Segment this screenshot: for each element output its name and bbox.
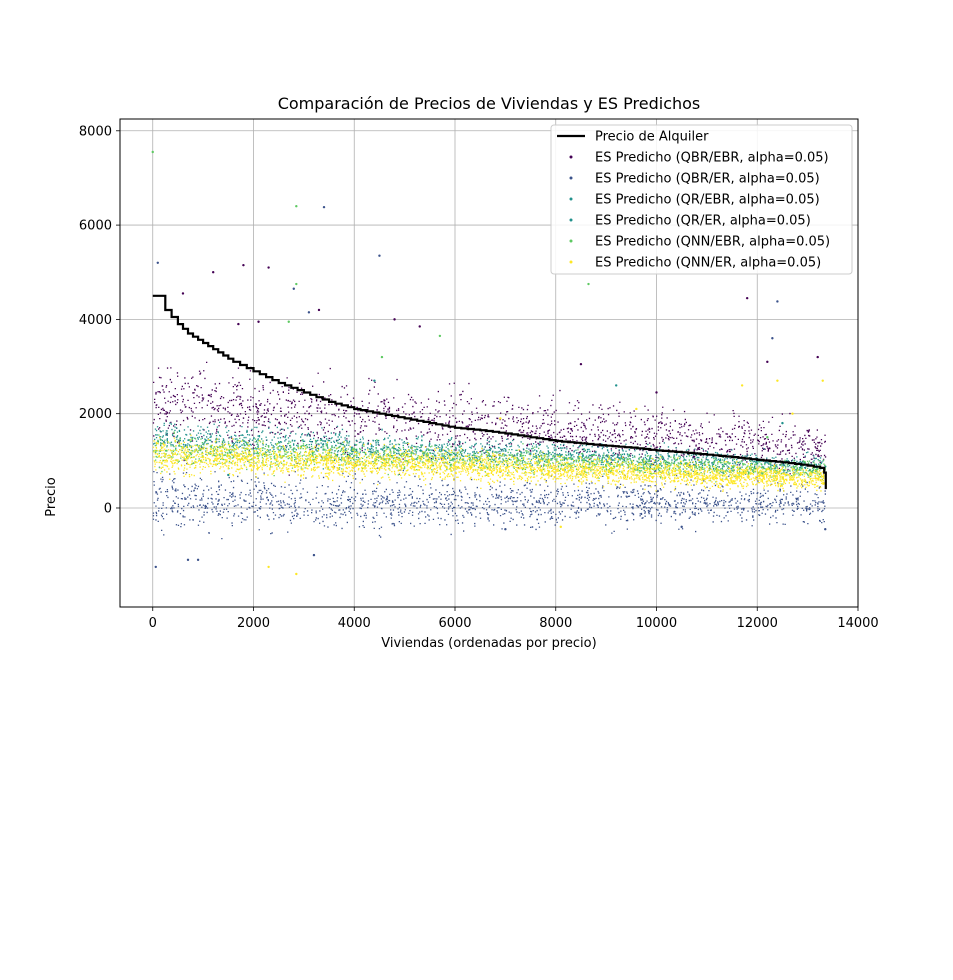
outlier-point <box>295 205 298 208</box>
x-axis-ticks: 0 2000 4000 6000 8000 10000 12000 14000 <box>149 607 879 631</box>
outlier-point <box>499 417 502 420</box>
axes-frame <box>119 118 859 608</box>
legend-label: ES Predicho (QBR/ER, alpha=0.05) <box>595 172 820 187</box>
legend-box <box>550 124 853 275</box>
outlier-point <box>438 334 442 338</box>
outlier-point <box>776 300 779 303</box>
outlier-point <box>579 362 583 366</box>
series-point-cloud <box>152 361 827 476</box>
legend-label: ES Predicho (QR/ER, alpha=0.05) <box>595 214 811 229</box>
outlier-point <box>766 360 769 364</box>
outlier-point <box>776 379 779 382</box>
series-points-1 <box>152 205 827 569</box>
outlier-point <box>745 296 749 300</box>
outlier-point <box>317 308 321 312</box>
legend-point-marker <box>569 239 573 243</box>
outlier-point <box>242 263 245 267</box>
outlier-point <box>393 318 396 321</box>
legend-point-marker <box>569 155 573 159</box>
outlier-point <box>680 525 683 529</box>
outlier-point <box>186 558 190 562</box>
legend-point-marker <box>569 260 573 264</box>
outlier-point <box>151 150 154 154</box>
x-tick-label: 4000 <box>338 616 371 631</box>
outlier-point <box>791 412 794 415</box>
outlier-point <box>307 311 311 314</box>
outlier-point <box>821 379 824 382</box>
outlier-point <box>740 384 744 387</box>
series-point-cloud <box>152 462 827 540</box>
outlier-point <box>587 282 590 286</box>
outlier-point <box>287 320 290 323</box>
y-axis-ticks: 0 2000 4000 6000 8000 <box>79 124 120 516</box>
x-axis-label: Viviendas (ordenadas por precio) <box>381 636 596 651</box>
y-tick-label: 4000 <box>79 313 112 328</box>
outlier-point <box>295 282 298 286</box>
legend: Precio de Alquiler ES Predicho (QBR/EBR, … <box>550 124 853 275</box>
y-tick-label: 2000 <box>79 407 112 422</box>
legend-point-marker <box>569 218 573 222</box>
outlier-point <box>196 558 200 562</box>
legend-label: ES Predicho (QNN/ER, alpha=0.05) <box>595 256 821 271</box>
series-point-cloud <box>152 439 827 492</box>
chart-title: Comparación de Precios de Viviendas y ES… <box>278 94 701 113</box>
outlier-point <box>418 325 421 328</box>
legend-label: ES Predicho (QBR/EBR, alpha=0.05) <box>595 151 829 166</box>
x-tick-label: 2000 <box>237 616 270 631</box>
outlier-point <box>559 525 562 529</box>
outlier-point <box>211 271 215 274</box>
x-tick-label: 12000 <box>737 616 778 631</box>
outlier-point <box>373 379 376 382</box>
outlier-point <box>181 292 185 295</box>
legend-label: Precio de Alquiler <box>595 130 709 145</box>
outlier-point <box>292 287 295 290</box>
outlier-point <box>816 355 819 359</box>
outlier-point <box>312 553 316 557</box>
legend-label: ES Predicho (QR/EBR, alpha=0.05) <box>595 193 820 208</box>
outlier-point <box>156 261 159 265</box>
x-tick-label: 8000 <box>539 616 572 631</box>
series-points-0 <box>152 263 827 476</box>
legend-label: ES Predicho (QNN/EBR, alpha=0.05) <box>595 235 830 250</box>
outlier-point <box>267 565 270 569</box>
y-tick-label: 0 <box>104 501 112 516</box>
x-tick-label: 10000 <box>636 616 677 631</box>
outlier-point <box>824 528 827 531</box>
outlier-point <box>771 337 774 340</box>
series-line-precio-de-alquiler <box>152 294 827 490</box>
legend-point-marker <box>569 197 573 201</box>
outlier-point <box>227 473 230 477</box>
outlier-point <box>267 266 270 269</box>
outlier-point <box>257 320 260 323</box>
series-points-3 <box>151 150 827 485</box>
outlier-point <box>504 528 507 531</box>
scatter-points <box>151 150 827 576</box>
outlier-point <box>766 436 769 439</box>
outlier-point <box>322 205 326 209</box>
outlier-point <box>655 391 658 394</box>
outlier-point <box>635 407 638 411</box>
outlier-point <box>380 355 384 359</box>
legend-point-marker <box>569 176 573 180</box>
outlier-point <box>295 572 298 576</box>
series-point-cloud <box>152 431 827 485</box>
series-points-5 <box>152 407 827 492</box>
outlier-point <box>614 384 618 387</box>
x-tick-label: 0 <box>149 616 157 631</box>
outlier-point <box>154 565 157 569</box>
y-tick-label: 8000 <box>79 124 112 139</box>
outlier-point <box>237 322 240 326</box>
x-tick-label: 14000 <box>837 616 878 631</box>
y-tick-label: 6000 <box>79 219 112 234</box>
series-points-2 <box>153 379 827 482</box>
outlier-point <box>378 254 381 257</box>
y-axis-label: Precio <box>44 477 59 516</box>
x-tick-label: 6000 <box>438 616 471 631</box>
outlier-point <box>781 421 784 425</box>
